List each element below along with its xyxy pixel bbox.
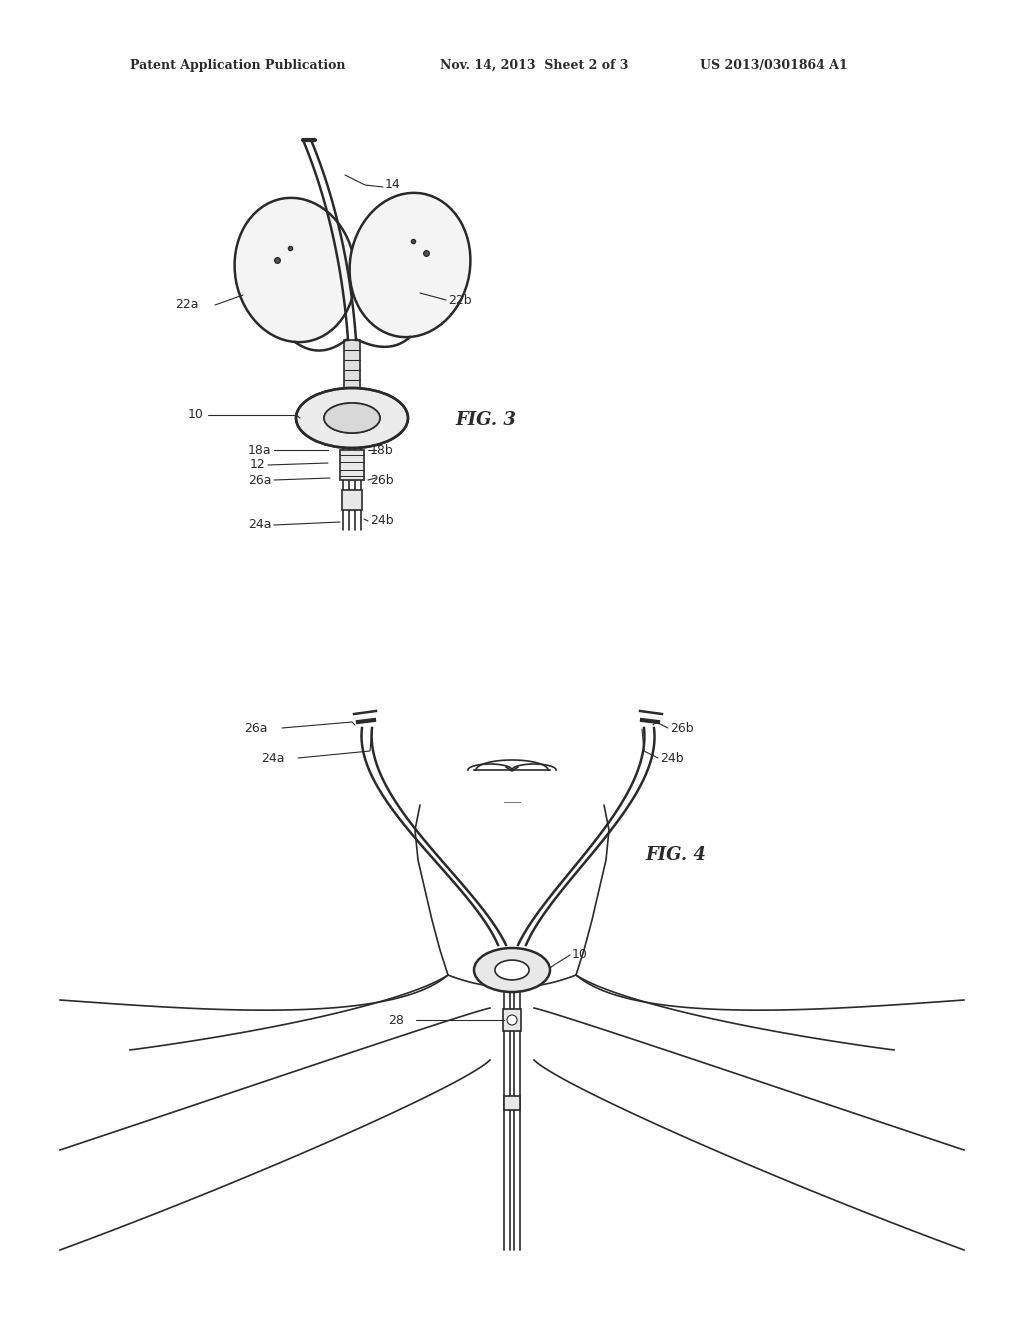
Ellipse shape bbox=[296, 388, 408, 447]
Bar bbox=[503, 1008, 521, 1031]
Text: 24b: 24b bbox=[660, 751, 684, 764]
Text: Nov. 14, 2013  Sheet 2 of 3: Nov. 14, 2013 Sheet 2 of 3 bbox=[440, 58, 629, 71]
Text: 28: 28 bbox=[388, 1014, 404, 1027]
Text: 10: 10 bbox=[572, 949, 588, 961]
Text: 26b: 26b bbox=[670, 722, 693, 734]
Ellipse shape bbox=[324, 403, 380, 433]
Bar bbox=[340, 450, 364, 480]
Text: 24b: 24b bbox=[370, 513, 393, 527]
Text: 10: 10 bbox=[188, 408, 204, 421]
Ellipse shape bbox=[324, 403, 380, 433]
Text: 22a: 22a bbox=[175, 298, 199, 312]
Text: FIG. 4: FIG. 4 bbox=[645, 846, 706, 865]
Text: 18b: 18b bbox=[370, 444, 394, 457]
Text: US 2013/0301864 A1: US 2013/0301864 A1 bbox=[700, 58, 848, 71]
Text: 26a: 26a bbox=[245, 722, 268, 734]
Text: 18a: 18a bbox=[248, 444, 271, 457]
Bar bbox=[504, 1096, 520, 1110]
Text: FIG. 3: FIG. 3 bbox=[455, 411, 516, 429]
Bar bbox=[344, 341, 360, 389]
Text: 26a: 26a bbox=[248, 474, 271, 487]
Text: 12: 12 bbox=[250, 458, 266, 471]
Ellipse shape bbox=[495, 960, 529, 979]
Ellipse shape bbox=[474, 948, 550, 993]
Ellipse shape bbox=[234, 198, 355, 342]
Text: 26b: 26b bbox=[370, 474, 393, 487]
Text: 24a: 24a bbox=[248, 519, 271, 532]
Text: Patent Application Publication: Patent Application Publication bbox=[130, 58, 345, 71]
Ellipse shape bbox=[349, 193, 470, 337]
Bar bbox=[342, 490, 362, 510]
Text: 24a: 24a bbox=[261, 751, 285, 764]
Circle shape bbox=[507, 1015, 517, 1026]
Text: 14: 14 bbox=[385, 178, 400, 191]
Text: 22b: 22b bbox=[449, 293, 472, 306]
